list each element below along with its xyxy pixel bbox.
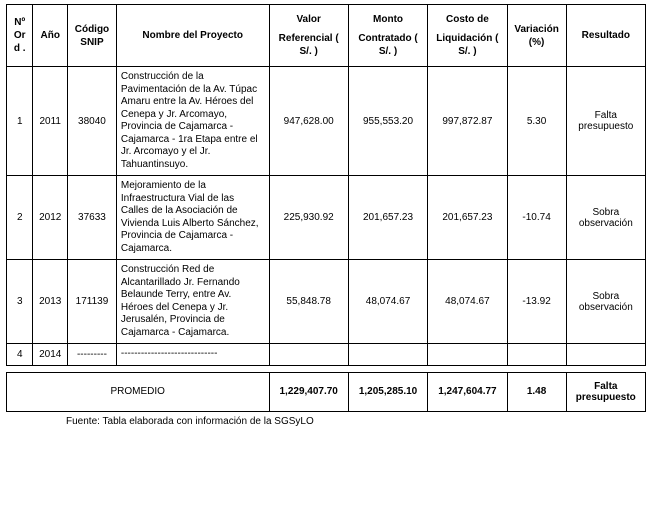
- col-anio: Año: [33, 5, 68, 67]
- cell-snip: 38040: [68, 67, 117, 176]
- col-variacion: Variación (%): [507, 5, 566, 67]
- promedio-costo: 1,247,604.77: [428, 372, 507, 411]
- promedio-variacion: 1.48: [507, 372, 566, 411]
- cell-valor: 225,930.92: [269, 176, 348, 260]
- cell-nombre: Construcción de la Pavimentación de la A…: [116, 67, 269, 176]
- cell-monto: 48,074.67: [348, 260, 427, 344]
- cell-ord: 2: [7, 176, 33, 260]
- promedio-row: PROMEDIO 1,229,407.70 1,205,285.10 1,247…: [7, 372, 646, 411]
- col-ord: Nº Ord .: [7, 5, 33, 67]
- cell-ord: 3: [7, 260, 33, 344]
- cell-resultado: Sobra observación: [566, 176, 645, 260]
- table-body: 1 2011 38040 Construcción de la Paviment…: [7, 67, 646, 412]
- col-snip: Código SNIP: [68, 5, 117, 67]
- cell-costo: 201,657.23: [428, 176, 507, 260]
- cell-resultado: [566, 344, 645, 366]
- projects-table: Nº Ord . Año Código SNIP Nombre del Proy…: [6, 4, 646, 412]
- cell-variacion: -13.92: [507, 260, 566, 344]
- cell-valor: 55,848.78: [269, 260, 348, 344]
- table-row: 4 2014 --------- -----------------------…: [7, 344, 646, 366]
- cell-snip: ---------: [68, 344, 117, 366]
- cell-costo: [428, 344, 507, 366]
- col-monto: Monto Contratado ( S/. ): [348, 5, 427, 67]
- col-valor: Valor Referencial ( S/. ): [269, 5, 348, 67]
- col-nombre: Nombre del Proyecto: [116, 5, 269, 67]
- cell-variacion: 5.30: [507, 67, 566, 176]
- cell-monto: [348, 344, 427, 366]
- cell-valor: [269, 344, 348, 366]
- cell-snip: 171139: [68, 260, 117, 344]
- source-footnote: Fuente: Tabla elaborada con información …: [6, 416, 646, 427]
- cell-resultado: Falta presupuesto: [566, 67, 645, 176]
- col-costo: Costo de Liquidación ( S/. ): [428, 5, 507, 67]
- col-monto-s: Contratado ( S/. ): [353, 32, 423, 58]
- cell-ord: 1: [7, 67, 33, 176]
- cell-nombre: Construcción Red de Alcantarillado Jr. F…: [116, 260, 269, 344]
- cell-anio: 2012: [33, 176, 68, 260]
- cell-variacion: -10.74: [507, 176, 566, 260]
- table-row: 2 2012 37633 Mejoramiento de la Infraest…: [7, 176, 646, 260]
- table-header: Nº Ord . Año Código SNIP Nombre del Proy…: [7, 5, 646, 67]
- promedio-valor: 1,229,407.70: [269, 372, 348, 411]
- col-valor-s: Referencial ( S/. ): [274, 32, 344, 58]
- cell-valor: 947,628.00: [269, 67, 348, 176]
- col-costo-s: Liquidación ( S/. ): [432, 32, 502, 58]
- cell-snip: 37633: [68, 176, 117, 260]
- col-costo-t: Costo de: [446, 14, 489, 25]
- cell-variacion: [507, 344, 566, 366]
- promedio-monto: 1,205,285.10: [348, 372, 427, 411]
- cell-ord: 4: [7, 344, 33, 366]
- cell-costo: 997,872.87: [428, 67, 507, 176]
- cell-anio: 2014: [33, 344, 68, 366]
- cell-anio: 2011: [33, 67, 68, 176]
- cell-nombre: Mejoramiento de la Infraestructura Vial …: [116, 176, 269, 260]
- cell-anio: 2013: [33, 260, 68, 344]
- table-row: 3 2013 171139 Construcción Red de Alcant…: [7, 260, 646, 344]
- cell-resultado: Sobra observación: [566, 260, 645, 344]
- col-valor-t: Valor: [296, 14, 320, 25]
- spacer-row: [7, 365, 646, 372]
- col-resultado: Resultado: [566, 5, 645, 67]
- col-monto-t: Monto: [373, 14, 403, 25]
- promedio-resultado: Falta presupuesto: [566, 372, 645, 411]
- cell-monto: 955,553.20: [348, 67, 427, 176]
- promedio-label: PROMEDIO: [7, 372, 270, 411]
- cell-nombre: -----------------------------: [116, 344, 269, 366]
- cell-monto: 201,657.23: [348, 176, 427, 260]
- cell-costo: 48,074.67: [428, 260, 507, 344]
- table-row: 1 2011 38040 Construcción de la Paviment…: [7, 67, 646, 176]
